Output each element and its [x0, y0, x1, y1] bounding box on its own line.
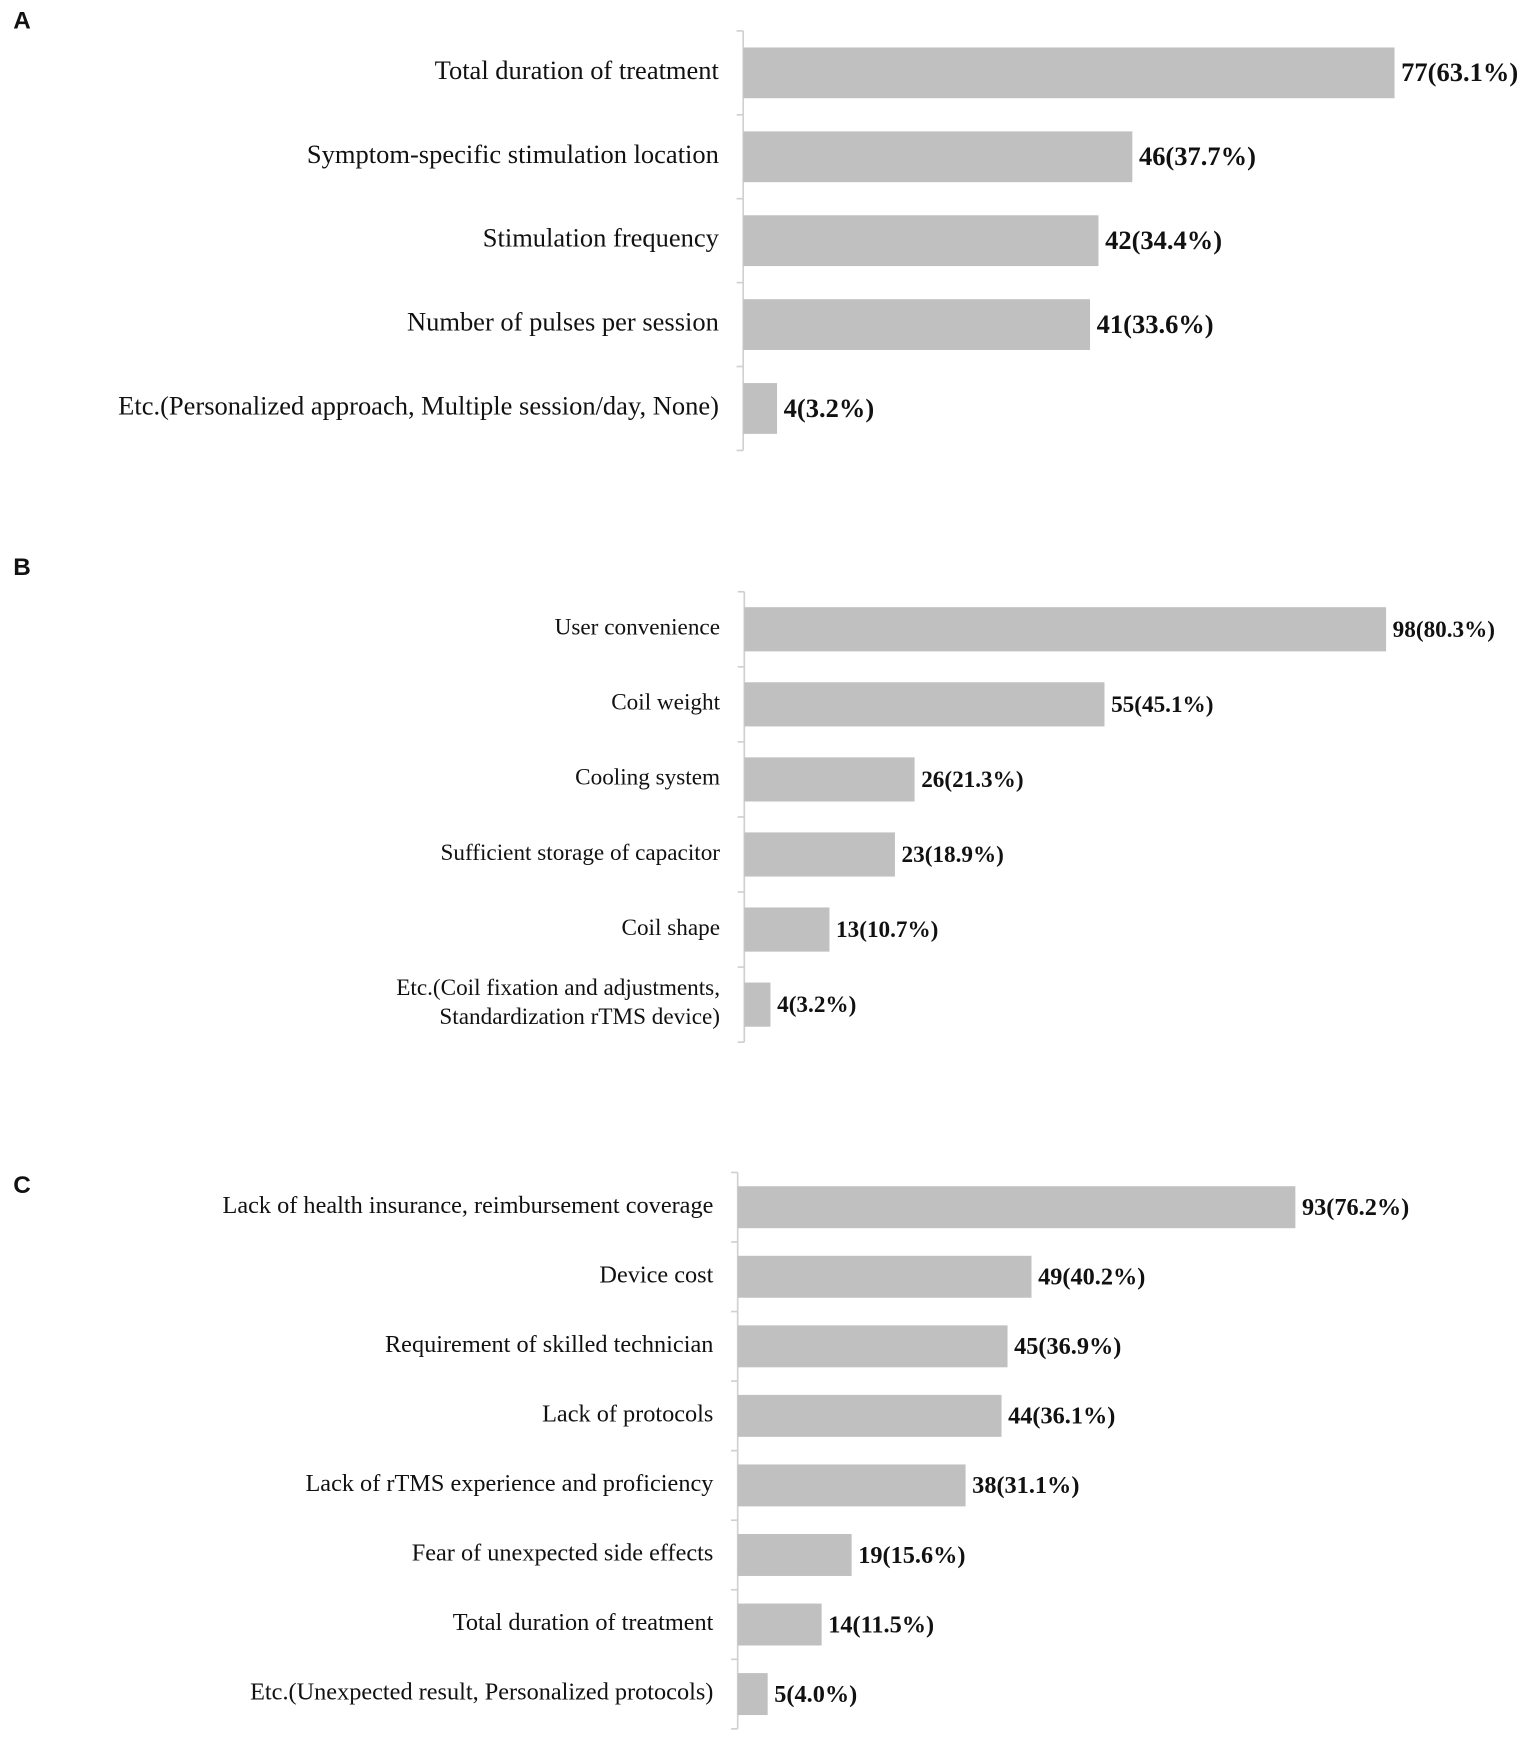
bar — [744, 982, 771, 1027]
category-label: Etc.(Personalized approach, Multiple ses… — [118, 391, 719, 421]
category-label: Lack of rTMS experience and proficiency — [305, 1470, 714, 1497]
category-label: Cooling system — [575, 765, 720, 791]
bar — [737, 1534, 852, 1576]
bar — [744, 832, 895, 877]
category-label: Symptom-specific stimulation location — [307, 139, 719, 169]
bar — [744, 607, 1387, 652]
value-label: 42(34.4%) — [1105, 225, 1222, 255]
panel-label: B — [13, 554, 31, 581]
value-label: 93(76.2%) — [1302, 1194, 1409, 1221]
value-label: 19(15.6%) — [858, 1542, 965, 1569]
category-label: Fear of unexpected side effects — [412, 1540, 714, 1567]
panel-label: C — [13, 1172, 31, 1199]
value-label: 14(11.5%) — [828, 1611, 934, 1638]
category-label: Stimulation frequency — [483, 223, 720, 253]
category-label: Lack of health insurance, reimbursement … — [223, 1192, 714, 1219]
category-label: Sufficient storage of capacitor — [441, 840, 721, 866]
bar — [737, 1673, 768, 1716]
category-label: User convenience — [555, 615, 720, 641]
bar — [744, 907, 830, 952]
bar — [737, 1464, 966, 1507]
value-label: 46(37.7%) — [1139, 141, 1256, 171]
category-label: Etc.(Unexpected result, Personalized pro… — [250, 1679, 713, 1706]
value-label: 38(31.1%) — [972, 1472, 1079, 1499]
category-label: Number of pulses per session — [407, 307, 719, 337]
value-label: 4(3.2%) — [777, 992, 856, 1018]
category-label: Etc.(Coil fixation and adjustments, Stand… — [396, 975, 720, 1030]
bar — [737, 1186, 1296, 1229]
value-label: 13(10.7%) — [836, 917, 938, 943]
category-label: Requirement of skilled technician — [385, 1331, 713, 1358]
bar — [743, 383, 778, 434]
bar — [744, 757, 915, 802]
bar — [743, 131, 1133, 183]
bar — [743, 299, 1091, 350]
bar — [743, 47, 1395, 99]
bar — [744, 682, 1105, 727]
category-label: Device cost — [599, 1261, 713, 1288]
category-label: Lack of protocols — [542, 1400, 713, 1427]
value-label: 26(21.3%) — [921, 767, 1023, 793]
category-label: Coil weight — [611, 690, 720, 716]
value-label: 98(80.3%) — [1393, 617, 1495, 643]
value-label: 55(45.1%) — [1111, 692, 1213, 718]
value-label: 41(33.6%) — [1097, 309, 1214, 339]
value-label: 5(4.0%) — [774, 1681, 857, 1708]
bar — [737, 1394, 1002, 1437]
value-label: 45(36.9%) — [1014, 1333, 1121, 1360]
bar — [737, 1603, 822, 1646]
bar — [743, 215, 1099, 267]
category-label: Total duration of treatment — [453, 1609, 714, 1636]
value-label: 4(3.2%) — [784, 393, 874, 423]
value-label: 49(40.2%) — [1038, 1264, 1145, 1291]
category-label: Total duration of treatment — [435, 55, 720, 85]
bar — [737, 1255, 1032, 1298]
value-label: 77(63.1%) — [1401, 57, 1518, 87]
panel-label: A — [13, 8, 31, 35]
value-label: 23(18.9%) — [902, 842, 1004, 868]
bar — [737, 1325, 1008, 1368]
value-label: 44(36.1%) — [1008, 1403, 1115, 1430]
category-label: Coil shape — [622, 915, 720, 941]
